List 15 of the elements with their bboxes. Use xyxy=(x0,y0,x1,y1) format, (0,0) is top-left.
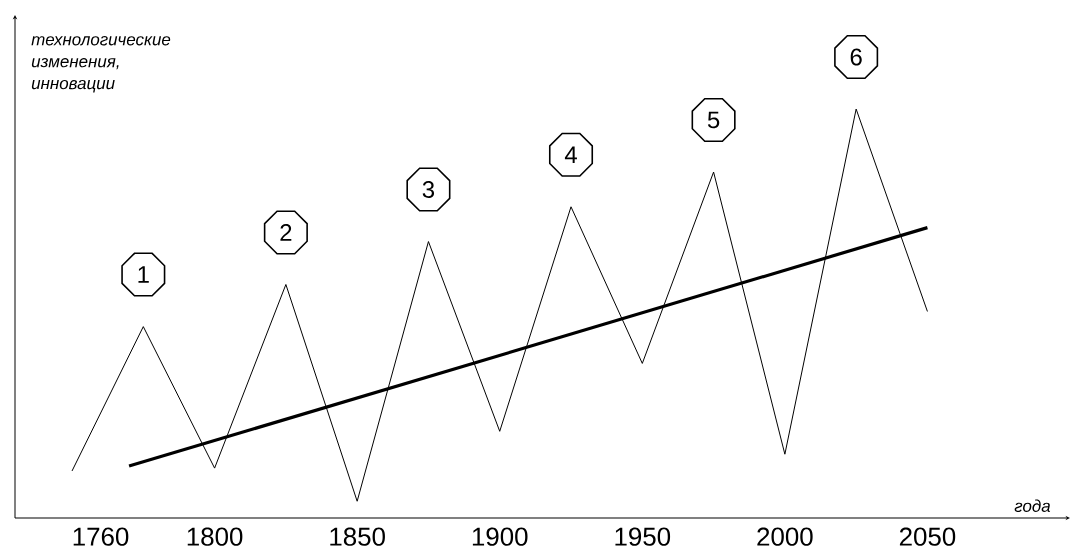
annotation: 2 xyxy=(280,224,292,241)
x-tick-label: 1900 xyxy=(472,527,528,546)
x-tick-label: 1800 xyxy=(187,527,243,546)
annotation: 3 xyxy=(422,181,435,198)
x-tick-label: 2050 xyxy=(899,527,956,546)
annotation: 6 xyxy=(850,48,862,66)
x-tick-label: 1850 xyxy=(330,527,385,546)
y-axis-title: технологические изменения, инновации xyxy=(31,36,171,93)
annotation: 4 xyxy=(564,146,577,163)
x-tick-label: 2000 xyxy=(757,527,813,546)
x-axis-title: года xyxy=(1014,499,1051,512)
annotation: 5 xyxy=(707,111,720,129)
annotation: 1 xyxy=(138,266,149,283)
x-tick-label: 1950 xyxy=(615,527,671,546)
x-tick-label: 1760 xyxy=(73,527,129,546)
